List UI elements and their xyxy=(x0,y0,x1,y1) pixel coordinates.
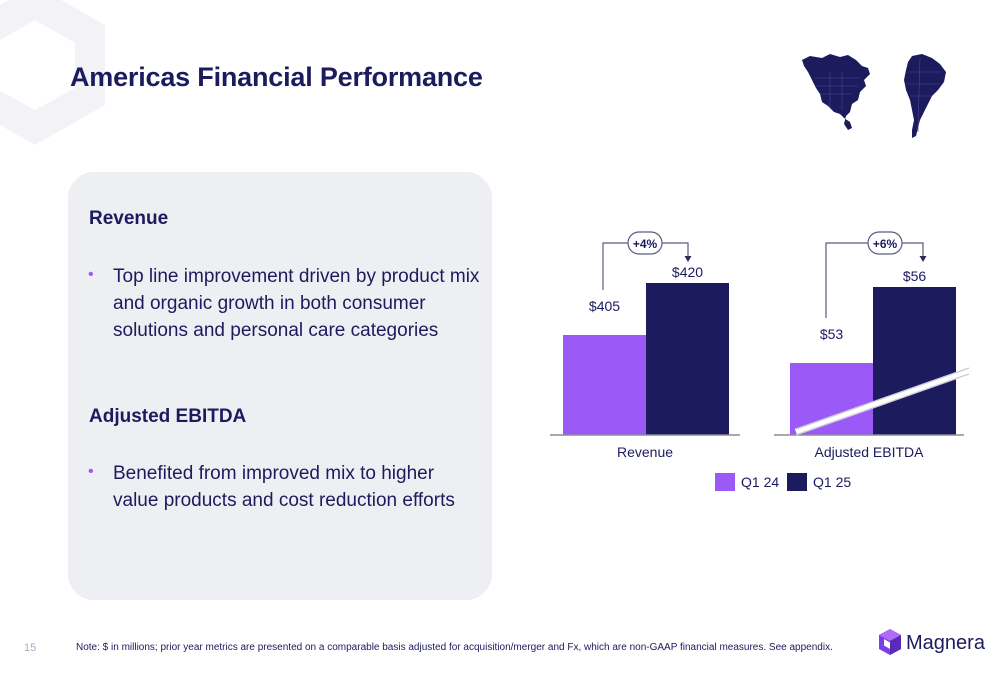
revenue-bullet: Top line improvement driven by product m… xyxy=(113,266,480,341)
page-number: 15 xyxy=(24,642,37,654)
growth-badge-label: +4% xyxy=(633,237,658,251)
legend-label: Q1 25 xyxy=(813,474,851,490)
bar-q1-25 xyxy=(873,287,956,435)
americas-map-icons xyxy=(802,54,946,138)
north-america-map-icon xyxy=(802,54,870,130)
data-label: $56 xyxy=(903,268,927,284)
growth-arrowhead xyxy=(684,256,692,262)
commentary-panel: Revenue • Top line improvement driven by… xyxy=(68,172,492,600)
page-title: Americas Financial Performance xyxy=(70,62,483,92)
growth-badge xyxy=(867,231,903,255)
magnera-logo-icon xyxy=(879,629,901,655)
revenue-heading: Revenue xyxy=(89,208,169,229)
bar-q1-24 xyxy=(563,335,646,435)
data-label: $420 xyxy=(672,264,703,280)
background-hexagon-decoration xyxy=(0,0,105,145)
bar-q1-25 xyxy=(646,283,729,435)
category-label: Revenue xyxy=(617,444,673,460)
axis-break-band xyxy=(794,367,970,436)
legend-swatch-q1-24 xyxy=(715,473,735,491)
growth-badge xyxy=(627,231,663,255)
axis-break-line xyxy=(795,373,970,436)
brand-name: Magnera xyxy=(906,632,985,654)
category-label: Adjusted EBITDA xyxy=(815,444,925,460)
footnote: Note: $ in millions; prior year metrics … xyxy=(76,642,833,653)
ebitda-bullet: Benefited from improved mix to higher va… xyxy=(113,463,455,511)
growth-arrowhead xyxy=(919,256,927,262)
ebitda-heading: Adjusted EBITDA xyxy=(89,406,247,427)
bullet-dot: • xyxy=(88,266,94,283)
data-label: $53 xyxy=(820,326,844,342)
legend-label: Q1 24 xyxy=(741,474,779,490)
legend-swatch-q1-25 xyxy=(787,473,807,491)
americas-bar-chart: $405 $420 Revenue +4% $53 $56 Adjusted EBITDA +… xyxy=(550,231,970,491)
south-america-map-icon xyxy=(904,54,946,138)
bullet-dot: • xyxy=(88,463,94,480)
growth-badge-label: +6% xyxy=(873,237,898,251)
data-label: $405 xyxy=(589,298,620,314)
axis-break-line xyxy=(795,367,970,430)
bar-q1-24 xyxy=(790,363,873,435)
